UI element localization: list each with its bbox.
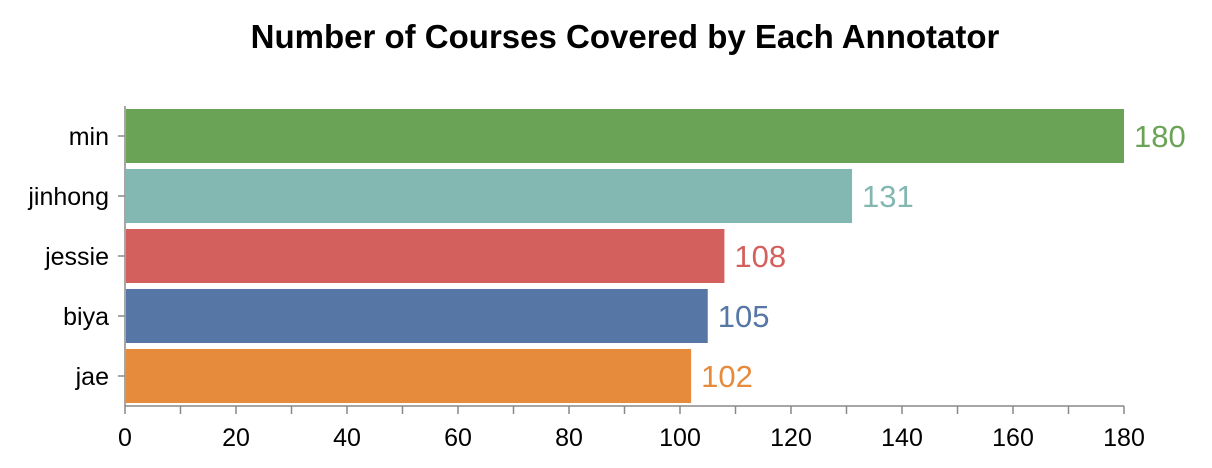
x-tick-label-120: 120	[770, 424, 812, 452]
x-tick-label-20: 20	[222, 424, 250, 452]
x-tick-label-60: 60	[444, 424, 472, 452]
data-label-jessie: 108	[734, 239, 786, 274]
x-tick-label-140: 140	[881, 424, 923, 452]
x-tick-label-160: 160	[992, 424, 1034, 452]
bar-jessie	[126, 229, 725, 283]
data-label-jinhong: 131	[862, 179, 914, 214]
x-tick-label-100: 100	[659, 424, 701, 452]
y-tick-label-jinhong: jinhong	[27, 183, 109, 211]
data-label-jae: 102	[701, 359, 753, 394]
data-label-min: 180	[1134, 119, 1186, 154]
y-tick-label-jae: jae	[75, 363, 109, 391]
x-tick-label-80: 80	[555, 424, 583, 452]
bar-jae	[126, 349, 692, 403]
bar-jinhong	[126, 169, 853, 223]
x-tick-label-40: 40	[333, 424, 361, 452]
y-tick-label-min: min	[69, 123, 109, 151]
y-tick-label-biya: biya	[63, 303, 109, 331]
bar-biya	[126, 289, 708, 343]
x-tick-label-0: 0	[118, 424, 132, 452]
y-tick-label-jessie: jessie	[44, 243, 109, 271]
chart-title: Number of Courses Covered by Each Annota…	[250, 18, 1000, 55]
data-label-biya: 105	[718, 299, 770, 334]
x-tick-label-180: 180	[1103, 424, 1145, 452]
bar-min	[126, 109, 1124, 163]
